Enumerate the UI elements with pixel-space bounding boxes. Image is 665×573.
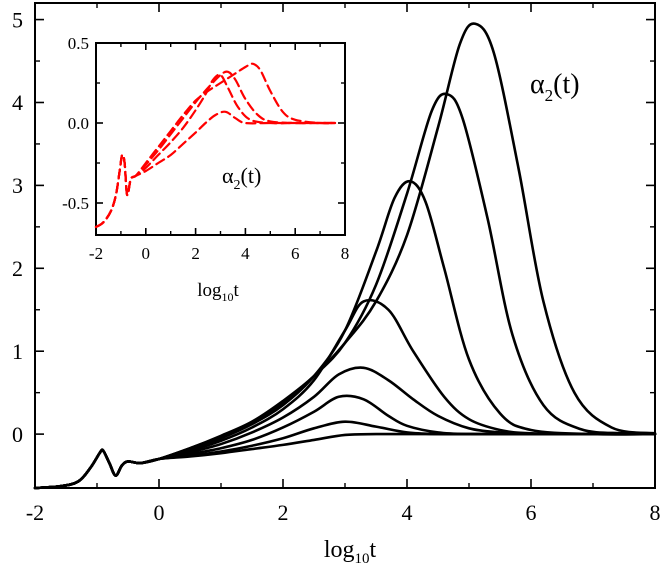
inset-x-axis-title-sub: 10 — [222, 290, 234, 304]
main-x-tick-label: 2 — [278, 500, 289, 525]
main-series-group — [33, 22, 657, 490]
main-y-tick-label: 4 — [12, 90, 23, 115]
inset-x-tick-label: 8 — [341, 244, 350, 263]
inset-x-tick-label: -2 — [89, 244, 103, 263]
inset-y-tick-label: -0.5 — [62, 194, 89, 213]
main-annotation-rest: (t) — [553, 69, 579, 100]
main-x-tick-label: 0 — [154, 500, 165, 525]
main-annotation: α2(t) — [530, 69, 580, 105]
inset-x-tick-label: 0 — [142, 244, 151, 263]
inset-x-axis-title-base: log — [197, 280, 222, 301]
main-series-line-4 — [33, 366, 657, 490]
main-x-axis-title-rest: t — [370, 537, 377, 563]
main-x-tick-label: 4 — [402, 500, 413, 525]
main-axis-ticks: -2 0 2 4 6 8 0 1 2 3 4 5 — [12, 3, 661, 525]
main-y-tick-label: 5 — [12, 7, 23, 32]
main-y-tick-label: 2 — [12, 256, 23, 281]
inset-x-tick-label: 4 — [241, 244, 250, 263]
inset-x-tick-label: 2 — [191, 244, 200, 263]
main-series-line-3 — [33, 394, 657, 490]
main-series-line-2 — [33, 420, 657, 490]
main-y-tick-label: 3 — [12, 173, 23, 198]
main-annotation-sub: 2 — [545, 86, 554, 105]
main-y-tick-label: 0 — [12, 422, 23, 447]
inset-series-line-4 — [94, 62, 337, 229]
inset-annotation-base: α — [222, 163, 234, 188]
main-x-tick-label: -2 — [26, 500, 44, 525]
inset-y-tick-label: 0.0 — [68, 114, 89, 133]
main-annotation-base: α — [530, 69, 545, 100]
main-y-tick-label: 1 — [12, 339, 23, 364]
main-x-tick-label: 8 — [650, 500, 661, 525]
inset-annotation: α2(t) — [222, 163, 261, 193]
inset-annotation-sub: 2 — [234, 178, 241, 193]
inset-annotation-rest: (t) — [241, 163, 262, 188]
main-x-tick-label: 6 — [526, 500, 537, 525]
inset-background — [96, 43, 345, 235]
inset-axis-ticks: -2 0 2 4 6 8 0.5 0.0 -0.5 — [62, 34, 349, 263]
inset-y-tick-label: 0.5 — [68, 34, 89, 53]
main-x-axis-title-sub: 10 — [355, 551, 370, 567]
main-x-axis-title: log10t — [324, 537, 377, 567]
inset-x-axis-title-rest: t — [234, 280, 240, 301]
main-series-line-8 — [33, 22, 657, 490]
inset-x-tick-label: 6 — [291, 244, 300, 263]
main-x-axis-title-base: log — [324, 537, 355, 563]
inset-x-axis-title: log10t — [197, 280, 239, 304]
inset-series-group — [94, 62, 337, 229]
